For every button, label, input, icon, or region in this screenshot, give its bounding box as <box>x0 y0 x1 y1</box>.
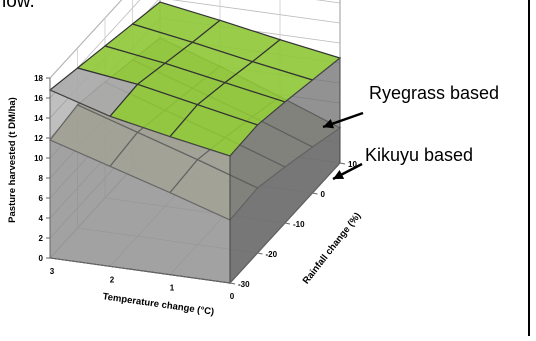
z-tick-label: 4 <box>39 214 44 223</box>
depth-axis-title: Rainfall change (%) <box>301 211 364 287</box>
clipped-caption-text: low. <box>2 0 35 12</box>
depth-tick-mark <box>257 252 263 255</box>
z-tick-label: 2 <box>39 234 44 243</box>
ryegrass-surface <box>48 1 342 285</box>
depth-axis-line <box>229 162 341 284</box>
z-tick-label: 18 <box>34 74 43 83</box>
depth-tick-label: -10 <box>293 220 305 229</box>
x-tick-label: 2 <box>110 275 115 284</box>
z-tick-label: 16 <box>34 94 43 103</box>
x-tick-label: 1 <box>170 284 175 293</box>
x-tick-label: 3 <box>50 267 55 276</box>
annotation-label: Ryegrass based <box>369 83 499 103</box>
z-tick-label: 6 <box>39 194 44 203</box>
annotation-label: Kikuyu based <box>365 145 473 165</box>
annotations: Ryegrass based Kikuyu based <box>322 83 499 181</box>
annotation-arrowhead <box>323 118 335 129</box>
annotation-arrowhead <box>333 169 345 179</box>
depth-tick-mark <box>339 162 346 165</box>
z-tick-label: 12 <box>34 134 43 143</box>
y-axis-title: Pasture harvested (t DM/ha) <box>7 97 18 223</box>
z-tick-label: 8 <box>39 174 44 183</box>
z-gridline <box>49 0 341 99</box>
x-axis-line <box>49 257 231 284</box>
depth-tick-label: -30 <box>238 280 250 289</box>
figure-border-line <box>528 0 530 336</box>
z-tick-label: 10 <box>34 154 43 163</box>
depth-tick-label: 0 <box>321 190 326 199</box>
z-tick-label: 0 <box>39 254 44 263</box>
depth-tick-mark <box>229 282 236 285</box>
depth-tick-label: -20 <box>266 250 278 259</box>
x-tick-label: 0 <box>230 292 235 301</box>
depth-tick-mark <box>312 192 318 195</box>
z-gridline <box>49 0 123 79</box>
z-tick-label: 14 <box>34 114 43 123</box>
depth-tick-label: 10 <box>348 160 357 169</box>
depth-tick-mark <box>284 222 291 225</box>
x-axis-title: Temperature change (°C) <box>102 291 215 318</box>
